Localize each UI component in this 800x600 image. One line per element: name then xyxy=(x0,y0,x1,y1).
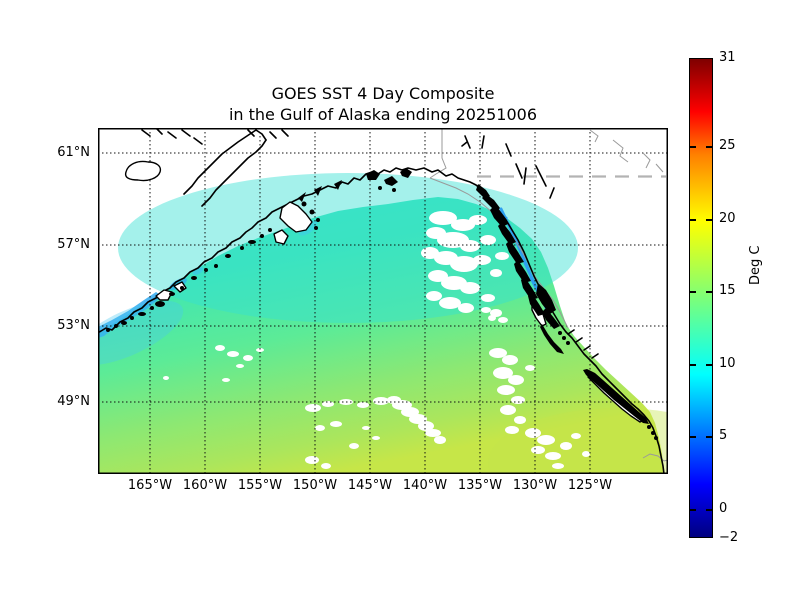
colorbar-tick xyxy=(690,364,696,366)
gulf-of-alaska-map xyxy=(98,128,668,474)
x-tick-label: 160°W xyxy=(182,478,228,493)
x-tick-label: 135°W xyxy=(457,478,503,493)
colorbar-tick-label: 31 xyxy=(719,50,736,65)
x-tick-label: 125°W xyxy=(567,478,613,493)
colorbar-tick-label: 0 xyxy=(719,501,728,516)
graticule-gridlines xyxy=(98,128,668,474)
sea-surface-field xyxy=(98,173,668,474)
cloud-mask-patches xyxy=(163,211,590,469)
colorbar-tick xyxy=(690,291,696,293)
colorbar-tick-label: 10 xyxy=(719,356,736,371)
y-tick-label: 49°N xyxy=(57,394,90,409)
x-tick-label: 145°W xyxy=(347,478,393,493)
y-tick-label: 53°N xyxy=(57,318,90,333)
figure-title-line1: GOES SST 4 Day Composite xyxy=(271,84,495,103)
x-tick-label: 150°W xyxy=(292,478,338,493)
figure-title-line2: in the Gulf of Alaska ending 20251006 xyxy=(228,105,538,124)
colorbar-tick xyxy=(706,364,712,366)
colorbar-tick xyxy=(706,436,712,438)
island-blobs xyxy=(106,168,658,440)
colorbar-tick xyxy=(706,509,712,511)
colorbar-axis-label: Deg C xyxy=(748,245,763,285)
x-tick-label: 140°W xyxy=(402,478,448,493)
colorbar-tick xyxy=(706,146,712,148)
x-tick-label: 130°W xyxy=(512,478,558,493)
y-tick-label: 57°N xyxy=(57,237,90,252)
colorbar-gradient xyxy=(689,58,713,538)
x-tick-label: 155°W xyxy=(237,478,283,493)
colorbar-tick xyxy=(706,219,712,221)
colorbar-tick xyxy=(690,146,696,148)
y-tick-label: 61°N xyxy=(57,145,90,160)
colorbar-tick-label: −2 xyxy=(719,530,739,545)
colorbar-tick xyxy=(706,291,712,293)
colorbar-tick-label: 15 xyxy=(719,283,736,298)
map-frame xyxy=(98,128,668,474)
x-tick-label: 165°W xyxy=(127,478,173,493)
colorbar-tick xyxy=(690,509,696,511)
colorbar-tick xyxy=(690,436,696,438)
colorbar-tick-label: 25 xyxy=(719,138,736,153)
colorbar-tick xyxy=(690,219,696,221)
colorbar-tick-label: 5 xyxy=(719,428,728,443)
colorbar-tick-label: 20 xyxy=(719,211,736,226)
